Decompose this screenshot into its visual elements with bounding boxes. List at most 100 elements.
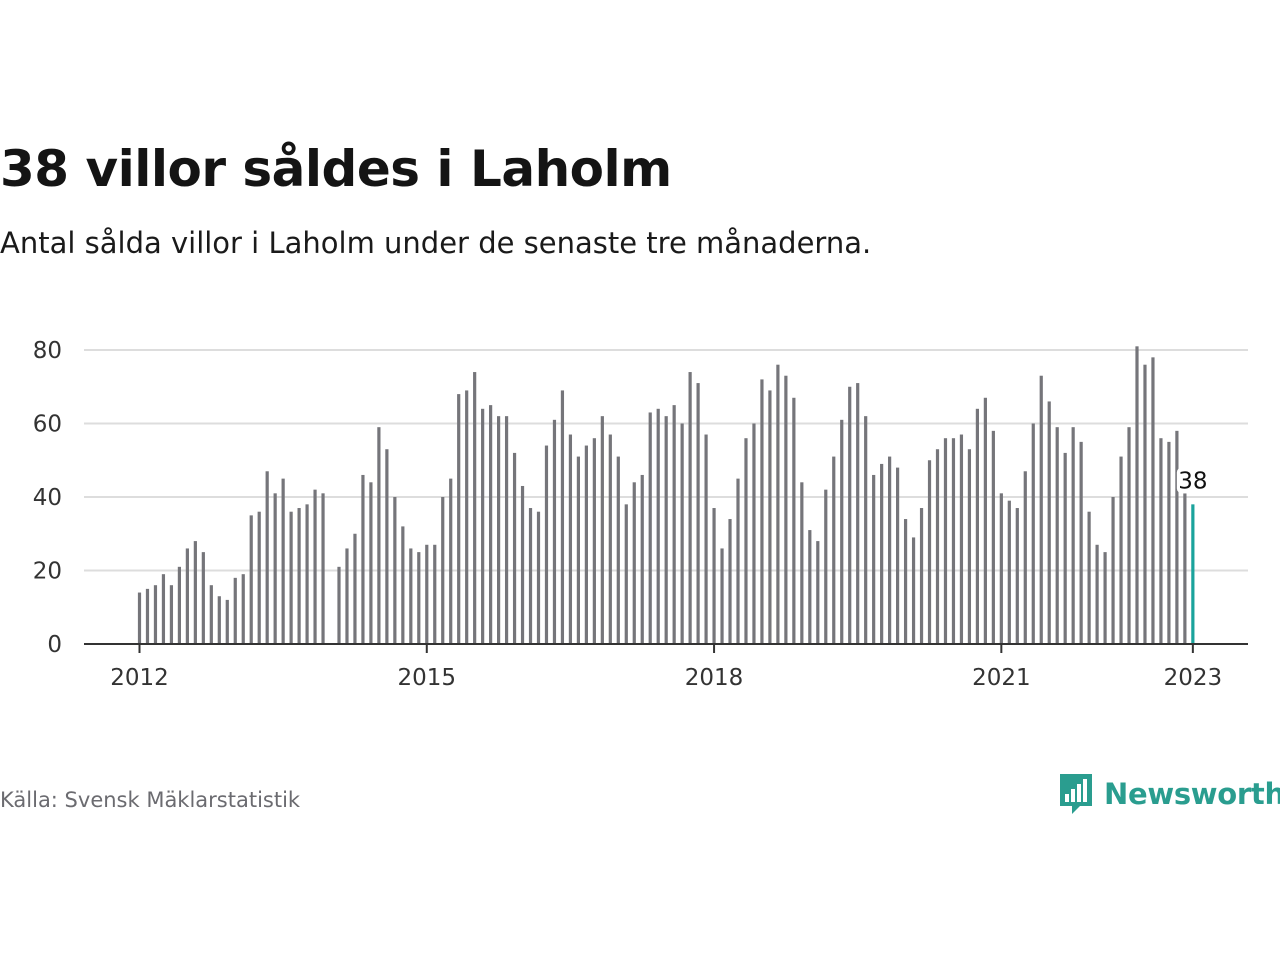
bar — [792, 397, 796, 644]
newsworthy-chart-bubble-icon — [1060, 774, 1092, 814]
y-tick-label: 80 — [33, 338, 62, 364]
bar — [1071, 427, 1075, 644]
bar — [305, 504, 309, 644]
bar — [568, 434, 573, 644]
bar — [552, 419, 557, 644]
bar — [409, 548, 413, 644]
bar — [999, 493, 1003, 644]
bar — [991, 430, 995, 644]
bar — [1175, 430, 1179, 644]
bar — [473, 372, 477, 644]
bar — [169, 585, 174, 644]
bar — [193, 541, 197, 644]
bar — [249, 515, 253, 644]
bar — [185, 548, 189, 644]
bar — [983, 397, 987, 644]
bar — [616, 456, 620, 644]
bar — [177, 566, 181, 644]
bar — [153, 585, 158, 644]
bar — [1031, 423, 1035, 644]
bar — [337, 566, 341, 644]
bar — [401, 526, 405, 644]
bar — [967, 449, 972, 644]
bar — [752, 423, 756, 644]
bar — [512, 452, 517, 644]
bar — [872, 474, 876, 644]
bar — [1143, 364, 1147, 644]
brand-logo[interactable]: Newsworthy — [1058, 772, 1280, 816]
bar — [696, 383, 700, 644]
bar — [1127, 427, 1131, 644]
bar — [1183, 493, 1187, 644]
bar — [1015, 508, 1019, 644]
bar — [145, 588, 150, 644]
bar — [345, 548, 349, 644]
bar — [425, 544, 429, 644]
source-note: Källa: Svensk Mäklarstatistik — [0, 788, 301, 812]
bar — [369, 482, 373, 644]
y-tick-label: 20 — [33, 559, 62, 585]
bar — [656, 408, 660, 644]
bar — [1055, 427, 1059, 644]
bar — [816, 541, 820, 644]
bar — [433, 544, 437, 644]
y-axis-ticks: 0 20 40 60 80 — [33, 338, 62, 658]
bar — [632, 482, 636, 644]
bar — [353, 533, 357, 644]
bar — [225, 599, 229, 644]
bar — [896, 467, 900, 644]
bar — [1167, 441, 1171, 644]
bar — [728, 519, 732, 644]
bar — [465, 390, 469, 644]
bar — [1151, 357, 1155, 644]
bar — [273, 493, 277, 644]
bar — [951, 438, 956, 644]
bar — [393, 497, 397, 644]
bar — [712, 508, 716, 644]
bar — [592, 438, 596, 644]
bar — [959, 434, 964, 644]
bar — [648, 412, 652, 644]
highlight-value-label: 38 — [1178, 468, 1207, 494]
bar — [600, 416, 604, 644]
bar — [528, 508, 533, 644]
bar — [257, 511, 261, 644]
bars — [137, 346, 1195, 644]
bar — [417, 552, 421, 644]
bar — [201, 552, 205, 644]
bar — [640, 474, 644, 644]
bar — [1007, 500, 1011, 644]
brand-name: Newsworthy — [1104, 777, 1280, 811]
bar — [449, 478, 453, 644]
bar — [1095, 544, 1099, 644]
bar — [489, 405, 493, 644]
highlight-annotation: 38 — [1176, 467, 1209, 494]
bar — [1063, 452, 1067, 644]
bar — [1087, 511, 1091, 644]
bar — [297, 508, 301, 644]
bar — [680, 423, 684, 644]
bar — [1079, 441, 1083, 644]
bar — [903, 519, 908, 644]
bar — [377, 427, 381, 644]
bar — [800, 482, 804, 644]
bar — [840, 419, 844, 644]
bar — [880, 463, 884, 644]
bar — [888, 456, 892, 644]
bar — [943, 438, 948, 644]
bar — [161, 574, 166, 644]
x-tick-label: 2023 — [1164, 665, 1223, 691]
highlight-label-bg — [1176, 467, 1209, 494]
bar — [584, 445, 588, 644]
bar — [265, 471, 269, 644]
x-tick-label: 2021 — [972, 665, 1031, 691]
bar — [1159, 438, 1163, 644]
bar — [1103, 552, 1107, 644]
bar — [744, 438, 748, 644]
bar — [832, 456, 836, 644]
bar — [864, 416, 868, 644]
chart-subtitle: Antal sålda villor i Laholm under de sen… — [0, 226, 872, 260]
bar — [919, 508, 924, 644]
y-tick-label: 60 — [33, 412, 62, 438]
y-tick-label: 40 — [33, 485, 62, 511]
